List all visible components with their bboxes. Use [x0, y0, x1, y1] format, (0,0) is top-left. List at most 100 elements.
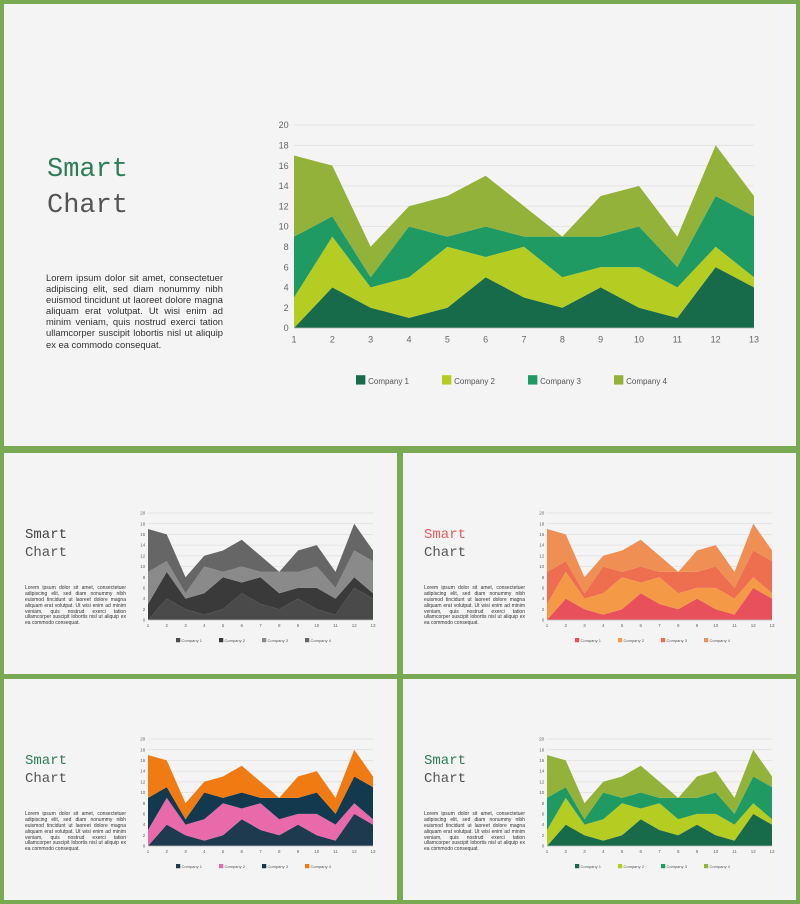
legend-label: Company 3 [268, 864, 289, 869]
x-tick-label: 7 [259, 623, 262, 628]
x-tick-label: 8 [560, 334, 565, 344]
x-tick-label: 12 [352, 849, 358, 854]
x-tick-label: 10 [314, 849, 320, 854]
body-paragraph: Lorem ipsum dolor sit amet, consectetuer… [424, 811, 525, 853]
legend-swatch [618, 638, 623, 643]
y-tick-label: 16 [279, 161, 289, 171]
x-tick-label: 8 [278, 623, 281, 628]
y-tick-label: 0 [143, 844, 146, 849]
y-tick-label: 14 [539, 769, 545, 774]
x-tick-label: 2 [330, 334, 335, 344]
x-tick-label: 3 [583, 623, 586, 628]
y-tick-label: 4 [542, 822, 545, 827]
y-tick-label: 20 [539, 737, 545, 742]
x-tick-label: 4 [602, 623, 605, 628]
legend-label: Company 1 [368, 377, 409, 386]
legend-label: Company 3 [667, 638, 688, 643]
slide-title-line2: Chart [25, 771, 68, 787]
area-series-4 [547, 749, 772, 820]
slide-title-line2: Chart [47, 191, 129, 221]
y-tick-label: 4 [143, 596, 146, 601]
y-tick-label: 14 [140, 543, 146, 548]
legend-swatch [442, 375, 452, 385]
x-tick-label: 7 [521, 334, 526, 344]
y-tick-label: 0 [542, 844, 545, 849]
y-tick-label: 18 [539, 521, 545, 526]
x-tick-label: 6 [240, 623, 243, 628]
x-tick-label: 12 [352, 623, 358, 628]
x-tick-label: 4 [406, 334, 411, 344]
x-tick-label: 10 [713, 623, 719, 628]
x-tick-label: 2 [165, 623, 168, 628]
y-tick-label: 14 [539, 543, 545, 548]
y-tick-label: 12 [279, 201, 289, 211]
y-tick-label: 14 [140, 769, 146, 774]
slide-title-line1: Smart [25, 753, 68, 769]
y-tick-label: 6 [143, 585, 146, 590]
slide-variant-green: Smart Chart Lorem ipsum dolor sit amet, … [403, 679, 796, 900]
slide-title-line1: Smart [25, 527, 68, 543]
x-tick-label: 5 [222, 849, 225, 854]
legend-swatch [661, 638, 666, 643]
legend-swatch [262, 638, 267, 643]
y-tick-label: 8 [542, 575, 545, 580]
x-tick-label: 8 [278, 849, 281, 854]
body-paragraph: Lorem ipsum dolor sit amet, consectetuer… [424, 585, 525, 627]
y-tick-label: 6 [284, 262, 289, 272]
legend-swatch [176, 638, 181, 643]
legend-label: Company 2 [225, 864, 246, 869]
legend-label: Company 2 [225, 638, 246, 643]
y-tick-label: 10 [140, 564, 146, 569]
legend-label: Company 1 [182, 638, 203, 643]
y-tick-label: 10 [140, 790, 146, 795]
x-tick-label: 9 [696, 623, 699, 628]
x-tick-label: 9 [297, 623, 300, 628]
legend-swatch [219, 864, 224, 869]
slide-title-line1: Smart [424, 527, 467, 543]
body-paragraph: Lorem ipsum dolor sit amet, consectetuer… [25, 585, 126, 627]
x-tick-label: 4 [203, 849, 206, 854]
x-tick-label: 10 [713, 849, 719, 854]
y-tick-label: 6 [542, 585, 545, 590]
y-tick-label: 14 [279, 181, 289, 191]
legend-label: Company 1 [182, 864, 203, 869]
y-tick-label: 4 [143, 822, 146, 827]
x-tick-label: 10 [634, 334, 644, 344]
legend-label: Company 1 [581, 638, 602, 643]
slide-title-line1: Smart [424, 753, 467, 769]
x-tick-label: 13 [749, 334, 759, 344]
slide-title-line2: Chart [424, 771, 467, 787]
x-tick-label: 1 [147, 623, 150, 628]
x-tick-label: 5 [445, 334, 450, 344]
legend-label: Company 4 [311, 638, 332, 643]
y-tick-label: 6 [542, 811, 545, 816]
y-tick-label: 0 [284, 323, 289, 333]
x-tick-label: 10 [314, 623, 320, 628]
y-tick-label: 4 [542, 596, 545, 601]
y-tick-label: 16 [140, 758, 146, 763]
slide-variant-gray: Smart Chart Lorem ipsum dolor sit amet, … [4, 453, 397, 674]
x-tick-label: 7 [658, 623, 661, 628]
x-tick-label: 13 [370, 623, 376, 628]
y-tick-label: 4 [284, 283, 289, 293]
area-series-1 [547, 813, 772, 846]
legend-swatch [661, 864, 666, 869]
x-tick-label: 11 [333, 623, 338, 628]
y-tick-label: 20 [140, 737, 146, 742]
area-series-4 [148, 749, 373, 820]
area-series-2 [547, 797, 772, 846]
x-tick-label: 3 [583, 849, 586, 854]
x-tick-label: 6 [639, 849, 642, 854]
x-tick-label: 9 [696, 849, 699, 854]
y-tick-label: 10 [539, 564, 545, 569]
y-tick-label: 0 [542, 618, 545, 623]
legend-label: Company 4 [710, 864, 731, 869]
legend-label: Company 2 [454, 377, 495, 386]
y-tick-label: 18 [279, 140, 289, 150]
x-tick-label: 2 [564, 623, 567, 628]
y-tick-label: 0 [143, 618, 146, 623]
legend-swatch [614, 375, 624, 385]
legend-label: Company 4 [311, 864, 332, 869]
